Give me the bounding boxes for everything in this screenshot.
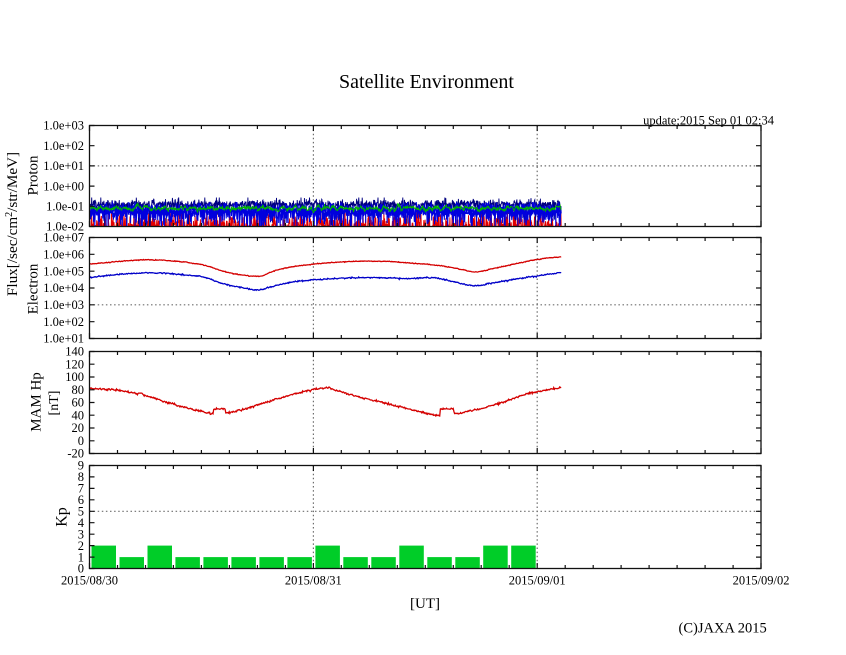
svg-text:1.0e+01: 1.0e+01	[43, 332, 84, 346]
svg-text:1: 1	[78, 550, 84, 564]
svg-text:1.0e+04: 1.0e+04	[43, 281, 84, 295]
svg-text:Flux[/sec/cm2/str/MeV]: Flux[/sec/cm2/str/MeV]	[4, 152, 22, 296]
svg-text:2015/09/02: 2015/09/02	[733, 574, 790, 588]
svg-text:MAM Hp: MAM Hp	[29, 372, 45, 432]
svg-text:1.0e+03: 1.0e+03	[43, 298, 84, 312]
svg-text:Proton: Proton	[26, 155, 42, 196]
svg-text:60: 60	[72, 396, 85, 410]
svg-text:1.0e+00: 1.0e+00	[43, 179, 84, 193]
svg-text:[UT]: [UT]	[410, 596, 440, 612]
svg-text:1.0e+03: 1.0e+03	[43, 119, 84, 133]
svg-text:1.0e+02: 1.0e+02	[43, 139, 84, 153]
svg-text:0: 0	[78, 434, 84, 448]
svg-text:Kp: Kp	[54, 507, 71, 527]
svg-text:7: 7	[78, 482, 84, 496]
svg-text:1.0e-01: 1.0e-01	[46, 200, 84, 214]
svg-text:100: 100	[65, 370, 84, 384]
svg-text:4: 4	[78, 516, 85, 530]
svg-text:1.0e+01: 1.0e+01	[43, 159, 84, 173]
svg-text:8: 8	[78, 470, 84, 484]
svg-text:Electron: Electron	[26, 263, 42, 314]
svg-text:(C)JAXA 2015: (C)JAXA 2015	[679, 621, 767, 637]
svg-text:9: 9	[78, 459, 84, 473]
svg-text:5: 5	[78, 504, 84, 518]
svg-text:2: 2	[78, 539, 84, 553]
svg-text:80: 80	[72, 383, 85, 397]
svg-text:1.0e+05: 1.0e+05	[43, 264, 84, 278]
svg-text:Satellite Environment: Satellite Environment	[339, 71, 514, 93]
svg-text:-20: -20	[67, 447, 84, 461]
svg-text:1.0e+06: 1.0e+06	[43, 248, 84, 262]
svg-text:1.0e+07: 1.0e+07	[43, 231, 84, 245]
svg-text:update;2015 Sep 01 02:34: update;2015 Sep 01 02:34	[643, 114, 775, 128]
svg-text:0: 0	[78, 562, 84, 576]
svg-text:40: 40	[72, 408, 85, 422]
svg-text:2015/08/31: 2015/08/31	[285, 574, 342, 588]
svg-text:6: 6	[78, 493, 84, 507]
svg-text:2015/09/01: 2015/09/01	[509, 574, 566, 588]
svg-text:[nT]: [nT]	[47, 391, 62, 416]
svg-text:120: 120	[65, 357, 84, 371]
svg-text:1.0e-02: 1.0e-02	[46, 220, 84, 234]
svg-text:3: 3	[78, 527, 84, 541]
svg-text:1.0e+02: 1.0e+02	[43, 315, 84, 329]
svg-text:140: 140	[65, 345, 84, 359]
svg-text:20: 20	[72, 421, 85, 435]
svg-text:2015/08/30: 2015/08/30	[61, 574, 118, 588]
